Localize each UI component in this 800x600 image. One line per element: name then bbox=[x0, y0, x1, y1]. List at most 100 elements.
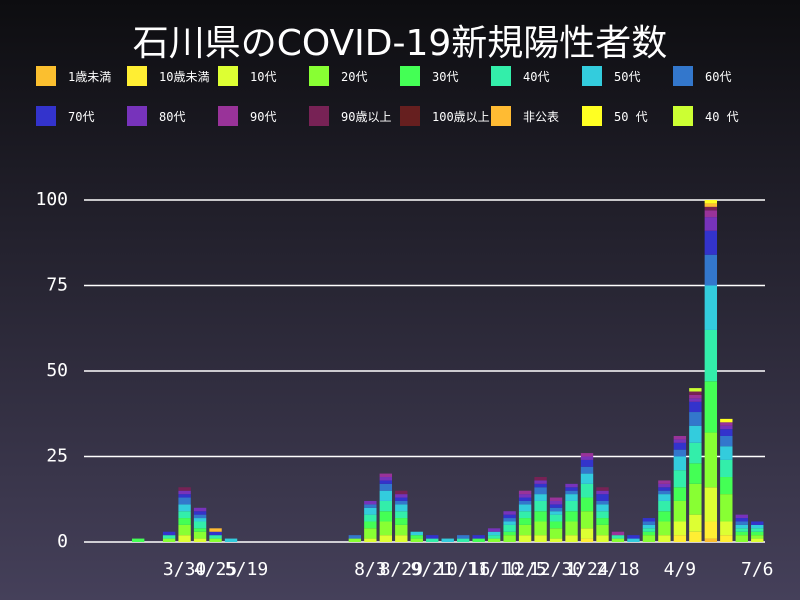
bar-segment bbox=[596, 487, 609, 491]
legend-label: 80代 bbox=[159, 109, 186, 124]
bar-segment bbox=[534, 487, 547, 495]
bar-segment bbox=[658, 535, 671, 542]
bar-segment bbox=[472, 535, 485, 539]
bar-segment bbox=[751, 524, 764, 529]
bar-segment bbox=[689, 401, 702, 413]
bar-segment bbox=[534, 480, 547, 484]
bar-segment bbox=[735, 531, 748, 536]
bar-segment bbox=[751, 528, 764, 532]
legend-label: 60代 bbox=[705, 69, 732, 84]
bar-segment bbox=[162, 535, 176, 539]
bar-segment bbox=[565, 521, 578, 536]
bar-segment bbox=[395, 490, 408, 495]
bar-segment bbox=[580, 483, 594, 498]
bar-segment bbox=[410, 531, 423, 536]
bar-segment bbox=[642, 524, 656, 529]
bar-segment bbox=[596, 524, 609, 536]
legend-swatch bbox=[582, 106, 602, 126]
bar-segment bbox=[580, 497, 594, 512]
x-tick-label: 4/25 bbox=[194, 559, 237, 580]
bar-segment bbox=[689, 425, 702, 443]
bar-segment bbox=[689, 412, 702, 426]
bar-segment bbox=[720, 446, 733, 460]
bar-segment bbox=[534, 511, 547, 522]
bar-segment bbox=[673, 435, 687, 440]
bar-segment bbox=[580, 511, 594, 529]
x-tick-label: 3/30 bbox=[163, 559, 206, 580]
bar-segment bbox=[642, 528, 656, 532]
bar-segment bbox=[162, 538, 176, 542]
bar-segment bbox=[658, 480, 671, 484]
bar-segment bbox=[518, 511, 532, 519]
legend-label: 70代 bbox=[68, 109, 95, 124]
bar-segment bbox=[580, 459, 594, 467]
legend-item: 10代 bbox=[218, 66, 309, 86]
bar-segment bbox=[689, 483, 702, 515]
legend-label: 1歳未満 bbox=[68, 69, 112, 84]
legend-item: 50代 bbox=[582, 66, 673, 86]
legend-label: 100歳以上 bbox=[432, 109, 490, 124]
bar-segment bbox=[735, 528, 748, 532]
bar-segment bbox=[549, 507, 563, 512]
legend-item: 40代 bbox=[491, 66, 582, 86]
bar-segment bbox=[503, 514, 516, 519]
bar-segment bbox=[658, 483, 671, 488]
bar-segment bbox=[580, 528, 594, 539]
bar-segment bbox=[735, 521, 748, 525]
bar-segment bbox=[193, 511, 207, 515]
bar-segment bbox=[534, 483, 547, 488]
legend-item: 90代 bbox=[218, 106, 309, 126]
bar-segment bbox=[704, 329, 718, 382]
bar-segment bbox=[689, 394, 702, 399]
bar-segment bbox=[720, 494, 733, 522]
legend-item: 10歳未満 bbox=[127, 66, 218, 86]
bar-segment bbox=[565, 487, 578, 491]
legend-swatch bbox=[491, 106, 511, 126]
legend-swatch bbox=[218, 106, 238, 126]
x-tick-label: 12/30 bbox=[529, 559, 583, 580]
bar-segment bbox=[673, 470, 687, 488]
bar-segment bbox=[379, 480, 392, 484]
bar-segment bbox=[193, 528, 207, 532]
bar-segment bbox=[673, 439, 687, 443]
bar-segment bbox=[549, 497, 563, 501]
bar-segment bbox=[534, 500, 547, 512]
bar-segment bbox=[209, 535, 222, 539]
bar-segment bbox=[518, 504, 532, 512]
bar-segment bbox=[348, 535, 362, 539]
bar-segment bbox=[565, 500, 578, 512]
y-tick-label: 100 bbox=[35, 189, 68, 210]
y-tick-label: 50 bbox=[46, 360, 68, 381]
bar-segment bbox=[131, 538, 145, 542]
bar-segment bbox=[410, 535, 423, 539]
bar-segment bbox=[704, 210, 718, 218]
bar-segment bbox=[720, 521, 733, 536]
bar-segment bbox=[379, 500, 392, 512]
bar-segment bbox=[178, 494, 191, 498]
bar-segment bbox=[162, 531, 176, 536]
legend-item: 70代 bbox=[36, 106, 127, 126]
bar-segment bbox=[720, 535, 733, 542]
bar-segment bbox=[704, 285, 718, 330]
bar-segment bbox=[704, 206, 718, 211]
legend-swatch bbox=[309, 106, 329, 126]
legend-label: 非公表 bbox=[523, 109, 560, 124]
bar-segment bbox=[518, 518, 532, 525]
bar-segment bbox=[395, 518, 408, 525]
legend-swatch bbox=[36, 106, 56, 126]
bar-segment bbox=[689, 463, 702, 484]
legend-label: 40 代 bbox=[705, 109, 739, 124]
bar-segment bbox=[395, 494, 408, 498]
bar-segment bbox=[658, 490, 671, 495]
bar-segment bbox=[487, 538, 501, 542]
x-tick-label: 2/18 bbox=[596, 559, 639, 580]
bar-segment bbox=[549, 521, 563, 529]
legend-item: 90歳以上 bbox=[309, 106, 400, 126]
bar-segment bbox=[379, 490, 392, 501]
bar-segment bbox=[673, 442, 687, 450]
bar-segment bbox=[720, 422, 733, 426]
bar-segment bbox=[395, 497, 408, 501]
legend-label: 50代 bbox=[614, 69, 641, 84]
bar-segment bbox=[720, 429, 733, 436]
